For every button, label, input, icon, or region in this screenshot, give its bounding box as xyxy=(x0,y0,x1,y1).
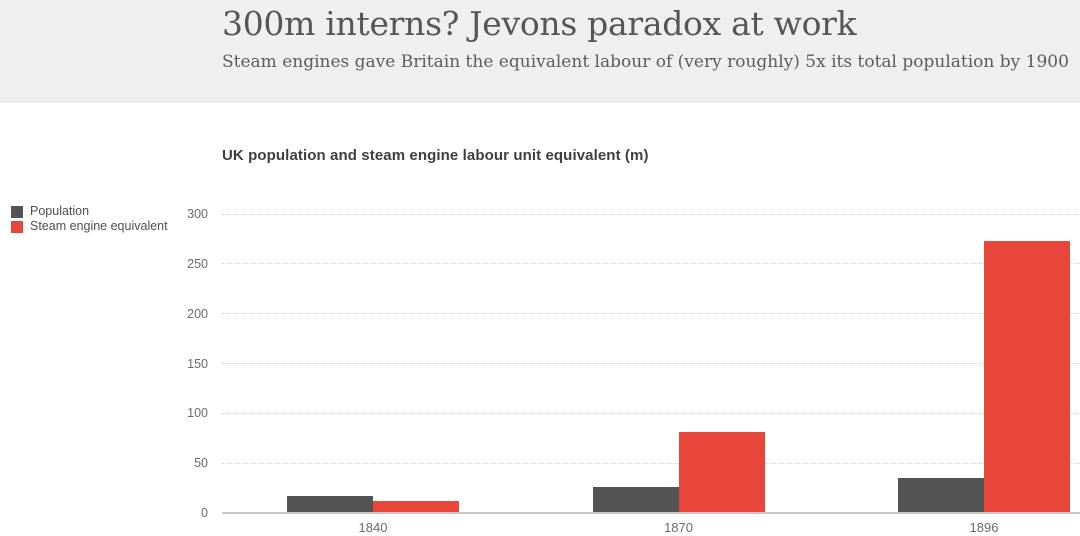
steam-engine-equivalent-swatch xyxy=(11,220,23,233)
legend-item-population: Population xyxy=(11,204,168,219)
legend: Population Steam engine equivalent xyxy=(11,204,168,234)
page-title: 300m interns? Jevons paradox at work xyxy=(222,4,857,43)
legend-label-steam-engine-equivalent: Steam engine equivalent xyxy=(30,219,168,233)
gridline-50 xyxy=(222,462,1080,464)
header: 300m interns? Jevons paradox at work Ste… xyxy=(0,0,1080,103)
x-axis-tick-1896: 1896 xyxy=(969,520,999,535)
gridline-200 xyxy=(222,313,1080,315)
bar-population-1870 xyxy=(592,487,679,512)
y-axis-tick-150: 150 xyxy=(187,356,208,371)
y-axis-tick-100: 100 xyxy=(187,406,208,421)
x-axis-line xyxy=(222,512,1080,514)
y-axis-tick-250: 250 xyxy=(187,256,208,271)
chart-title: UK population and steam engine labour un… xyxy=(222,147,649,164)
y-axis-tick-300: 300 xyxy=(187,207,208,221)
legend-item-steam-engine-equivalent: Steam engine equivalent xyxy=(11,219,168,234)
page-subtitle: Steam engines gave Britain the equivalen… xyxy=(222,52,1069,72)
bar-steam-engine-equivalent-1870 xyxy=(678,432,765,512)
gridline-100 xyxy=(222,412,1080,414)
y-axis-tick-0: 0 xyxy=(201,506,208,520)
bar-population-1896 xyxy=(898,478,984,512)
plot-area: 0 50 100 150 200 250 300 1840 1870 1896 xyxy=(187,207,1080,535)
y-axis-tick-50: 50 xyxy=(194,456,208,471)
population-swatch xyxy=(11,205,23,218)
bar-population-1840 xyxy=(287,496,373,512)
y-axis-tick-200: 200 xyxy=(187,306,208,321)
bar-steam-engine-equivalent-1896 xyxy=(984,240,1070,512)
gridline-300 xyxy=(222,213,1080,215)
x-axis-tick-1840: 1840 xyxy=(358,520,388,535)
bar-steam-engine-equivalent-1840 xyxy=(373,501,459,512)
legend-label-population: Population xyxy=(30,204,90,218)
gridline-150 xyxy=(222,363,1080,364)
x-axis-tick-1870: 1870 xyxy=(664,520,693,535)
gridline-250 xyxy=(222,263,1080,265)
